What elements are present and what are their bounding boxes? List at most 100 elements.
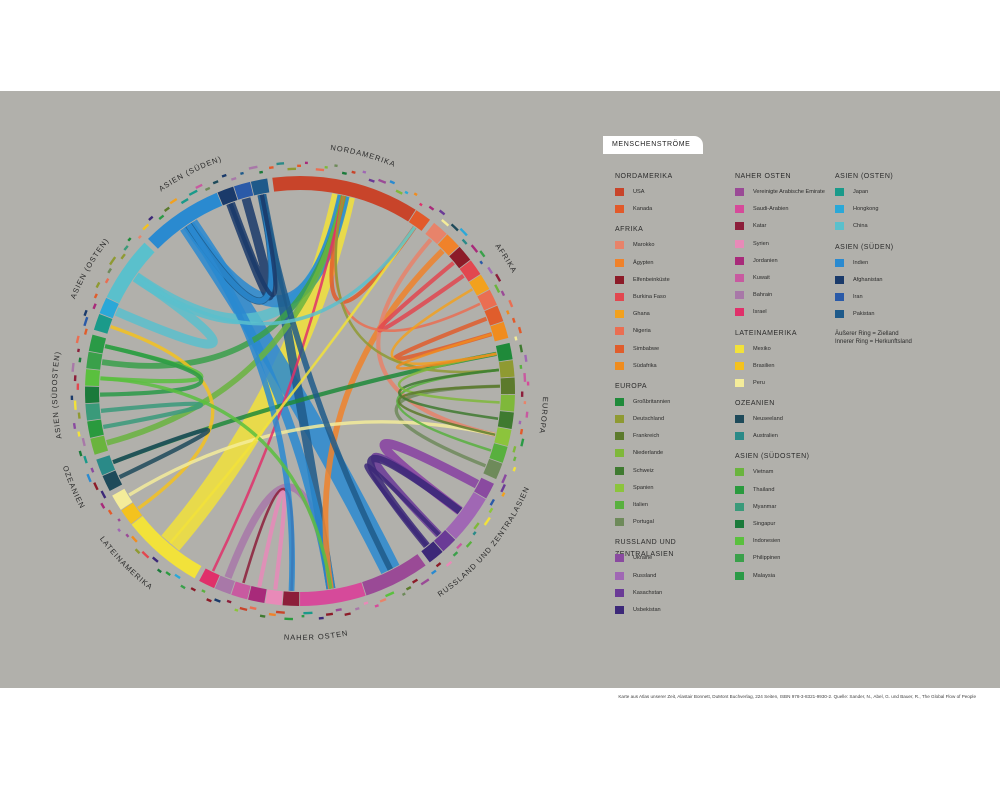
outer-tick-mark [501, 474, 507, 484]
outer-tick-mark [465, 540, 473, 548]
legend-swatch [615, 518, 624, 527]
legend-swatch [615, 501, 624, 509]
ring-segment-russland [445, 492, 486, 540]
outer-tick-mark [418, 202, 423, 207]
flow-israel-to-usa [211, 195, 345, 572]
outer-tick-mark [395, 189, 403, 195]
legend-swatch [735, 222, 744, 231]
legend-swatch [735, 308, 744, 317]
legend-swatch [735, 432, 744, 441]
legend-item-australien: Australien [735, 432, 855, 449]
legend-item-deutschland: Deutschland [615, 415, 735, 432]
legend-label: Israel [753, 309, 767, 316]
ring-segment-china [106, 242, 155, 304]
legend-swatch [835, 292, 844, 301]
outer-tick-mark [248, 165, 258, 170]
legend-swatch [615, 397, 624, 406]
legend-swatch [735, 520, 744, 528]
outer-tick-mark [315, 168, 325, 172]
legend-item-myanmar: Myanmar [735, 502, 855, 520]
flow-deutschland-to-usa [334, 195, 500, 374]
ring-segment-jordanien [248, 586, 267, 604]
outer-tick-mark [100, 502, 106, 509]
legend-swatch [615, 327, 624, 336]
legend-item-spanien: Spanien [615, 483, 735, 501]
outer-tick-mark [501, 492, 506, 497]
legend-label: Peru [753, 379, 765, 386]
ring-segment-elfenbeinkuste [449, 246, 471, 269]
outer-tick-mark [520, 438, 525, 447]
legend-swatch [615, 292, 624, 301]
flow-marokko-to-spanien [376, 238, 496, 437]
outer-tick-mark [389, 180, 396, 185]
legend-item-jordanien: Jordanien [735, 256, 855, 274]
outer-tick-mark [190, 587, 196, 592]
legend-label: Mexiko [753, 345, 771, 352]
legend-item-simbabwe: Simbabwe [615, 344, 735, 362]
outer-tick-mark [441, 219, 450, 227]
legend-item-indonesien: Indonesien [735, 537, 855, 554]
legend-swatch [615, 483, 624, 492]
outer-tick-mark [78, 357, 82, 363]
outer-tick-mark [107, 267, 112, 274]
legend-label: Schweiz [633, 467, 654, 474]
legend-swatch [615, 571, 624, 580]
legend-swatch [615, 554, 624, 563]
outer-tick-mark [413, 192, 418, 197]
legend-label: Indien [853, 259, 869, 266]
legend-item-pakistan: Pakistan [835, 310, 955, 327]
outer-tick-mark [141, 550, 150, 559]
legend-item-agypten: Ägypten [615, 258, 735, 276]
legend-group-europa: EUROPA [615, 382, 648, 390]
legend-label: Bahrain [753, 292, 773, 299]
outer-tick-mark [240, 171, 244, 175]
ring-segment-iran [233, 181, 254, 200]
legend-label: Ägypten [633, 259, 654, 266]
outer-tick-mark [100, 490, 107, 499]
legend-label: Nigeria [633, 328, 651, 335]
legend-swatch [835, 310, 844, 319]
outer-tick-mark [514, 336, 518, 341]
legend-swatch [615, 275, 624, 284]
legend-swatch [615, 588, 624, 597]
ring-segment-portugal [483, 458, 503, 480]
outer-tick-mark [479, 260, 484, 265]
outer-tick-mark [76, 383, 80, 390]
legend-item-katar: Katar [735, 222, 855, 239]
flow-frankreich-to-spanien [397, 384, 500, 436]
outer-tick-mark [104, 278, 110, 284]
legend-label: Frankreich [633, 433, 660, 440]
outer-tick-mark [524, 354, 528, 362]
flow-schweiz-to-deutschland [398, 368, 500, 420]
legend-item-vereinigte-arabische-emirate: Vereinigte Arabische Emirate [735, 188, 855, 205]
region-label-lateinamerika: LATEINAMERIKA [98, 535, 155, 592]
legend-item-saudi-arabien: Saudi-Arabien [735, 205, 855, 222]
ring-note-outer: Äußerer Ring = Zielland [835, 331, 899, 337]
outer-tick-mark [93, 482, 99, 491]
outer-tick-mark [495, 273, 502, 282]
ring-segment-indonesien [85, 369, 101, 387]
ring-segment-philippinen [86, 351, 103, 370]
outer-tick-ring [70, 161, 530, 621]
outer-tick-mark [86, 473, 92, 483]
flow-ribbons [99, 193, 500, 591]
ring-segment-brasilien [121, 502, 143, 525]
outer-tick-mark [201, 589, 206, 594]
outer-tick-mark [500, 290, 506, 297]
outer-tick-mark [519, 364, 523, 369]
legend-swatch [835, 222, 844, 231]
legend-label: China [853, 223, 868, 230]
outer-tick-mark [519, 428, 524, 435]
ring-segment-frankreich [500, 377, 515, 395]
legend-swatch [615, 432, 624, 441]
legend-swatch [735, 378, 744, 387]
country-ring [84, 176, 515, 606]
ring-segment-kanada [408, 210, 431, 231]
region-label-ozeanien: OZEANIEN [61, 465, 87, 511]
ring-segment-marokko [425, 222, 447, 245]
legend-item-usbekistan: Usbekistan [615, 605, 735, 623]
outer-tick-mark [95, 281, 101, 289]
flow-myanmar-to-thailand [100, 401, 203, 430]
flow-afghanistan-to-pakistan [228, 194, 278, 298]
legend-label: Neuseeland [753, 416, 783, 423]
